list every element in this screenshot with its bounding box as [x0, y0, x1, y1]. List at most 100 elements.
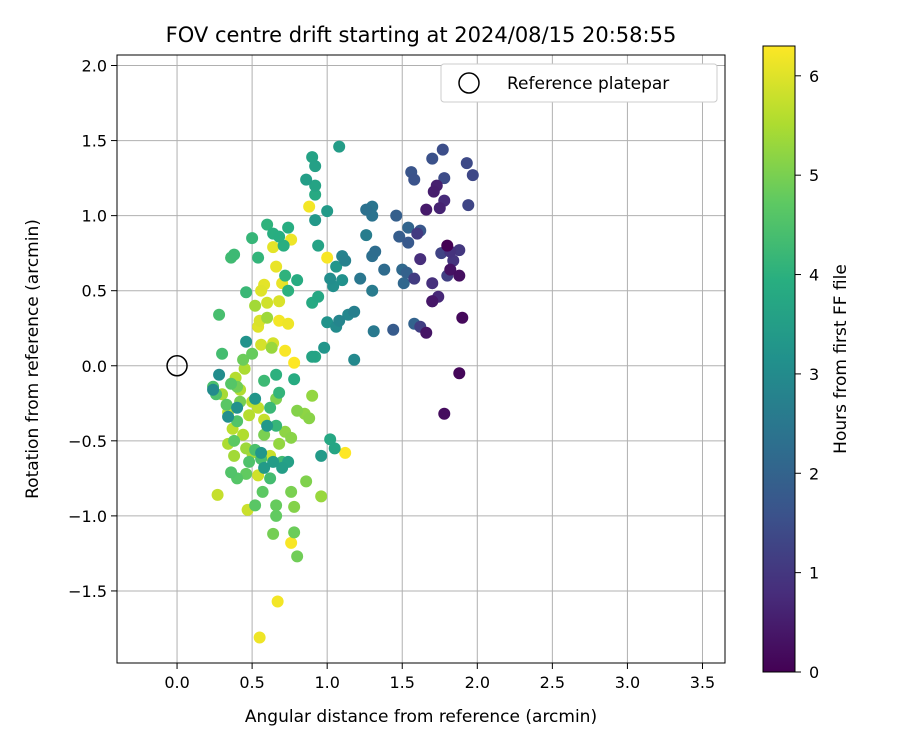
data-point [453, 367, 466, 380]
plot-frame [116, 54, 726, 664]
data-point [324, 272, 337, 285]
data-point [282, 284, 295, 297]
data-point [279, 269, 292, 282]
data-point [228, 248, 241, 261]
data-point [393, 230, 406, 243]
data-point [225, 377, 238, 390]
data-point [255, 284, 268, 297]
data-point [285, 536, 298, 549]
data-point [367, 325, 380, 338]
data-point [265, 341, 278, 354]
data-point [408, 272, 421, 285]
data-point [267, 527, 280, 540]
data-point [288, 373, 301, 386]
y-tick-label: −1.5 [68, 582, 107, 601]
data-point [270, 260, 283, 273]
data-point [453, 269, 466, 282]
data-point [460, 157, 473, 170]
x-axis-ticks: 0.0 0.5 1.0 1.5 2.0 2.5 3.0 3.5 [164, 663, 715, 692]
data-point [360, 203, 373, 216]
data-point [339, 446, 352, 459]
y-tick-label: 0.5 [82, 282, 107, 301]
reference-point-marker [166, 355, 188, 377]
data-point [273, 230, 286, 243]
chart-title: FOV centre drift starting at 2024/08/15 … [166, 23, 677, 47]
colorbar: 0 1 2 3 4 5 6 Hours from first FF file [762, 45, 851, 682]
data-point [222, 410, 235, 423]
data-point [207, 383, 220, 396]
data-point [277, 239, 290, 252]
data-point [360, 229, 373, 242]
data-point [270, 509, 283, 522]
x-tick-label: 2.5 [540, 673, 565, 692]
data-point [213, 308, 226, 321]
colorbar-tick-label: 5 [809, 166, 819, 185]
data-point [453, 244, 466, 257]
y-axis-label: Rotation from reference (arcmin) [23, 219, 43, 499]
data-point [231, 415, 244, 428]
data-point [261, 296, 274, 309]
data-point [436, 143, 449, 156]
y-tick-label: 0.0 [82, 357, 107, 376]
data-point [270, 499, 283, 512]
data-point [336, 274, 349, 287]
data-point [276, 461, 289, 474]
data-point [390, 209, 403, 222]
data-point [333, 140, 346, 153]
x-tick-label: 3.5 [690, 673, 715, 692]
data-point [249, 392, 262, 405]
data-point [258, 428, 271, 441]
data-point [282, 317, 295, 330]
data-point [315, 449, 328, 462]
data-point [282, 221, 295, 234]
data-point [246, 232, 259, 245]
data-point [256, 485, 269, 498]
data-point [288, 356, 301, 369]
data-point [321, 205, 334, 218]
x-tick-label: 3.0 [615, 673, 640, 692]
data-point [253, 631, 266, 644]
data-point [211, 488, 224, 501]
x-tick-label: 0.0 [164, 673, 189, 692]
data-point [273, 386, 286, 399]
grid-lines [117, 55, 725, 663]
data-point [252, 251, 265, 264]
data-point [378, 263, 391, 276]
data-point [249, 499, 262, 512]
data-point [456, 311, 469, 324]
data-point [309, 188, 322, 201]
data-point [291, 404, 304, 417]
data-point [408, 173, 421, 186]
data-point [306, 350, 319, 363]
data-point [285, 485, 298, 498]
data-point [348, 353, 361, 366]
colorbar-tick-label: 4 [809, 266, 819, 285]
data-point [228, 449, 241, 462]
data-point [348, 305, 361, 318]
x-tick-label: 0.5 [239, 673, 264, 692]
data-point [426, 295, 439, 308]
data-point [237, 353, 250, 366]
data-point [414, 253, 427, 266]
data-point [285, 431, 298, 444]
x-axis-label: Angular distance from reference (arcmin) [245, 707, 597, 727]
data-point [303, 412, 316, 425]
colorbar-tick-label: 1 [809, 564, 819, 583]
data-point [420, 203, 433, 216]
data-point [426, 277, 439, 290]
data-point [315, 490, 328, 503]
data-point [466, 169, 479, 182]
data-point [354, 272, 367, 285]
data-point [306, 389, 319, 402]
legend-marker-icon [458, 72, 480, 94]
data-point [240, 335, 253, 348]
data-point [433, 202, 446, 215]
data-point [397, 277, 410, 290]
data-point [270, 368, 283, 381]
data-point [273, 437, 286, 450]
data-point [303, 200, 316, 213]
data-point [237, 428, 250, 441]
data-point [255, 446, 268, 459]
data-point [220, 398, 233, 411]
data-point [366, 284, 379, 297]
